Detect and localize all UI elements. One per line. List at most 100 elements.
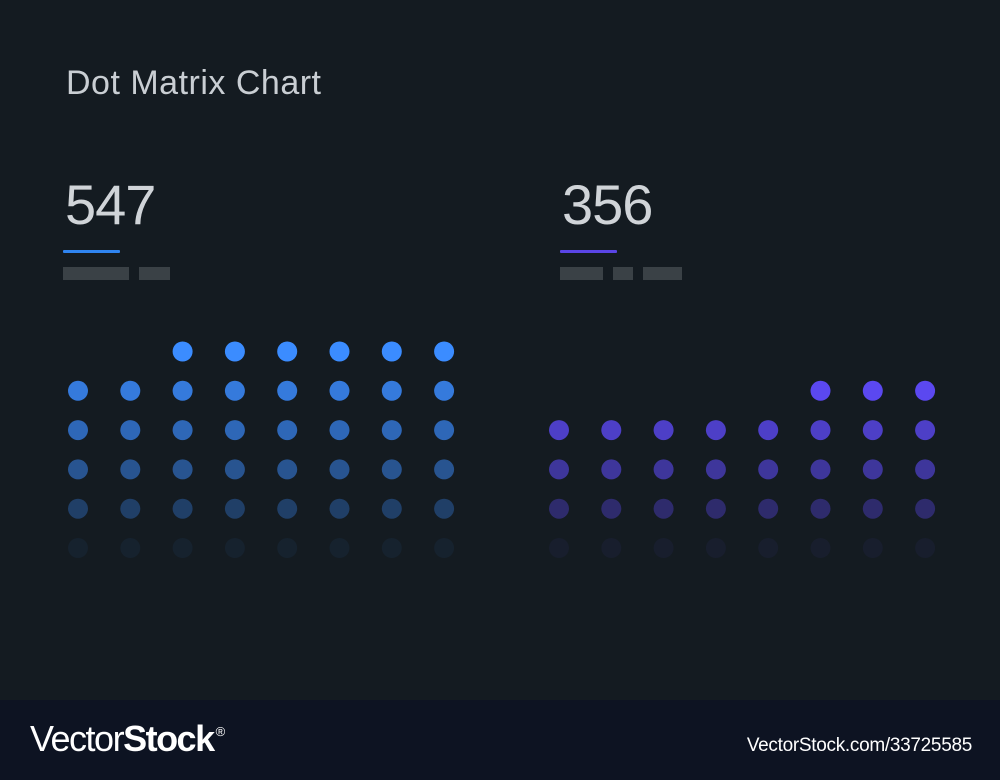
matrix-dot [381,498,402,519]
matrix-dot [329,420,350,441]
matrix-dot [434,459,455,480]
matrix-dot [120,498,141,519]
image-id: VectorStock.com/33725585 [746,735,972,756]
panel-right-label-placeholder [560,267,682,280]
panel-left-label-placeholder [63,267,170,280]
matrix-dot [862,498,883,519]
matrix-dot [68,538,88,558]
matrix-dot [277,341,298,362]
panel-left-value: 547 [65,173,156,236]
matrix-dot [120,380,141,401]
matrix-dot [705,538,726,558]
placeholder-bar [63,267,129,280]
matrix-dot [224,380,245,401]
matrix-dot [277,538,298,558]
dot-matrix-left [68,341,455,558]
matrix-dot [68,380,88,401]
matrix-dot [434,341,455,362]
matrix-dot [915,538,936,558]
matrix-dot [329,459,350,480]
matrix-dot [705,459,726,480]
matrix-dot [434,420,455,441]
matrix-dot [329,380,350,401]
matrix-dot [381,538,402,558]
matrix-dot [224,538,245,558]
matrix-dot [172,380,193,401]
placeholder-bar [643,267,682,280]
panel-left: 547 [63,170,483,570]
matrix-dot [915,420,936,441]
matrix-dot [381,341,402,362]
matrix-dot [172,498,193,519]
registered-icon: ® [215,724,226,739]
matrix-dot [434,538,455,558]
matrix-dot [758,498,779,519]
panel-right-value: 356 [562,173,653,236]
matrix-dot [68,459,88,480]
matrix-dot [758,538,779,558]
panel-left-underline [63,250,120,253]
matrix-dot [705,420,726,441]
matrix-dot [120,538,141,558]
matrix-dot [172,459,193,480]
matrix-dot [862,420,883,441]
matrix-dot [601,538,622,558]
matrix-dot [810,538,831,558]
matrix-dot [653,498,674,519]
brand-logo: VectorStock ® [30,718,225,760]
matrix-dot [329,498,350,519]
matrix-dot [224,459,245,480]
matrix-dot [277,459,298,480]
matrix-dot [68,498,88,519]
matrix-dot [277,380,298,401]
matrix-dot [549,498,569,519]
matrix-dot [381,380,402,401]
matrix-dot [172,341,193,362]
matrix-dot [915,459,936,480]
dot-matrix-right [549,380,936,558]
matrix-dot [705,498,726,519]
placeholder-bar [139,267,170,280]
matrix-dot [862,459,883,480]
matrix-dot [810,380,831,401]
matrix-dot [172,538,193,558]
matrix-dot [277,420,298,441]
matrix-dot [224,341,245,362]
matrix-dot [758,420,779,441]
brand-logo-bold: Stock [123,718,215,759]
matrix-dot [915,380,936,401]
matrix-dot [601,459,622,480]
matrix-dot [329,341,350,362]
matrix-dot [862,380,883,401]
brand-logo-light: Vector [30,718,125,759]
matrix-dot [601,420,622,441]
matrix-dot [810,459,831,480]
placeholder-bar [560,267,603,280]
panel-right-underline [560,250,617,253]
matrix-dot [381,420,402,441]
footer-bar: VectorStock ® VectorStock.com/33725585 [0,700,1000,780]
matrix-dot [653,459,674,480]
matrix-dot [601,498,622,519]
matrix-dot [172,420,193,441]
matrix-dot [549,538,569,558]
matrix-dot [434,498,455,519]
matrix-dot [810,420,831,441]
matrix-dot [224,420,245,441]
panel-right: 356 [560,170,980,570]
matrix-dot [68,420,88,441]
placeholder-bar [613,267,633,280]
matrix-dot [224,498,245,519]
matrix-dot [329,538,350,558]
matrix-dot [862,538,883,558]
matrix-dot [549,459,569,480]
matrix-dot [758,459,779,480]
matrix-dot [915,498,936,519]
matrix-dot [434,380,455,401]
matrix-dot [277,498,298,519]
matrix-dot [653,420,674,441]
chart-title: Dot Matrix Chart [66,64,322,102]
matrix-dot [653,538,674,558]
matrix-dot [810,498,831,519]
matrix-dot [549,420,569,441]
